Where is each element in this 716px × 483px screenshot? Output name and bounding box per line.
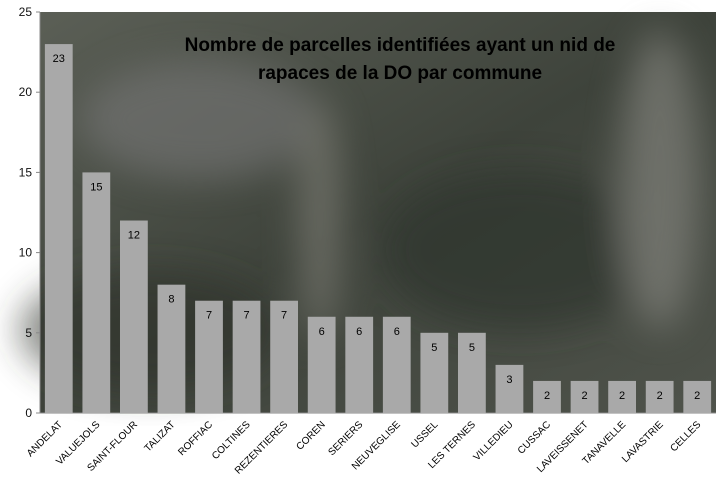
data-label: 7 [281,310,287,322]
bar [120,221,148,413]
y-tick-label: 15 [19,165,33,179]
data-label: 7 [243,310,249,322]
data-label: 2 [619,390,625,402]
data-label: 5 [431,342,437,354]
data-label: 2 [694,390,700,402]
data-label: 15 [90,181,102,193]
data-label: 8 [168,294,174,306]
data-label: 12 [128,230,140,242]
chart: Nombre de parcelles identifiées ayant un… [0,0,716,483]
data-label: 6 [356,326,362,338]
bar [45,44,73,413]
bar [496,365,524,413]
y-tick-label: 5 [25,326,32,340]
data-label: 5 [469,342,475,354]
data-label: 7 [206,310,212,322]
data-label: 2 [544,390,550,402]
data-label: 23 [53,53,65,65]
data-label: 6 [394,326,400,338]
data-label: 2 [581,390,587,402]
bar [82,172,110,413]
title-line: Nombre de parcelles identifiées ayant un… [185,35,616,56]
title-line: rapaces de la DO par commune [258,63,542,84]
data-label: 2 [657,390,663,402]
y-tick-label: 25 [19,5,33,19]
data-label: 6 [319,326,325,338]
y-tick-label: 0 [25,406,32,420]
y-tick-label: 20 [19,85,33,99]
y-tick-label: 10 [19,246,33,260]
data-label: 3 [506,374,512,386]
